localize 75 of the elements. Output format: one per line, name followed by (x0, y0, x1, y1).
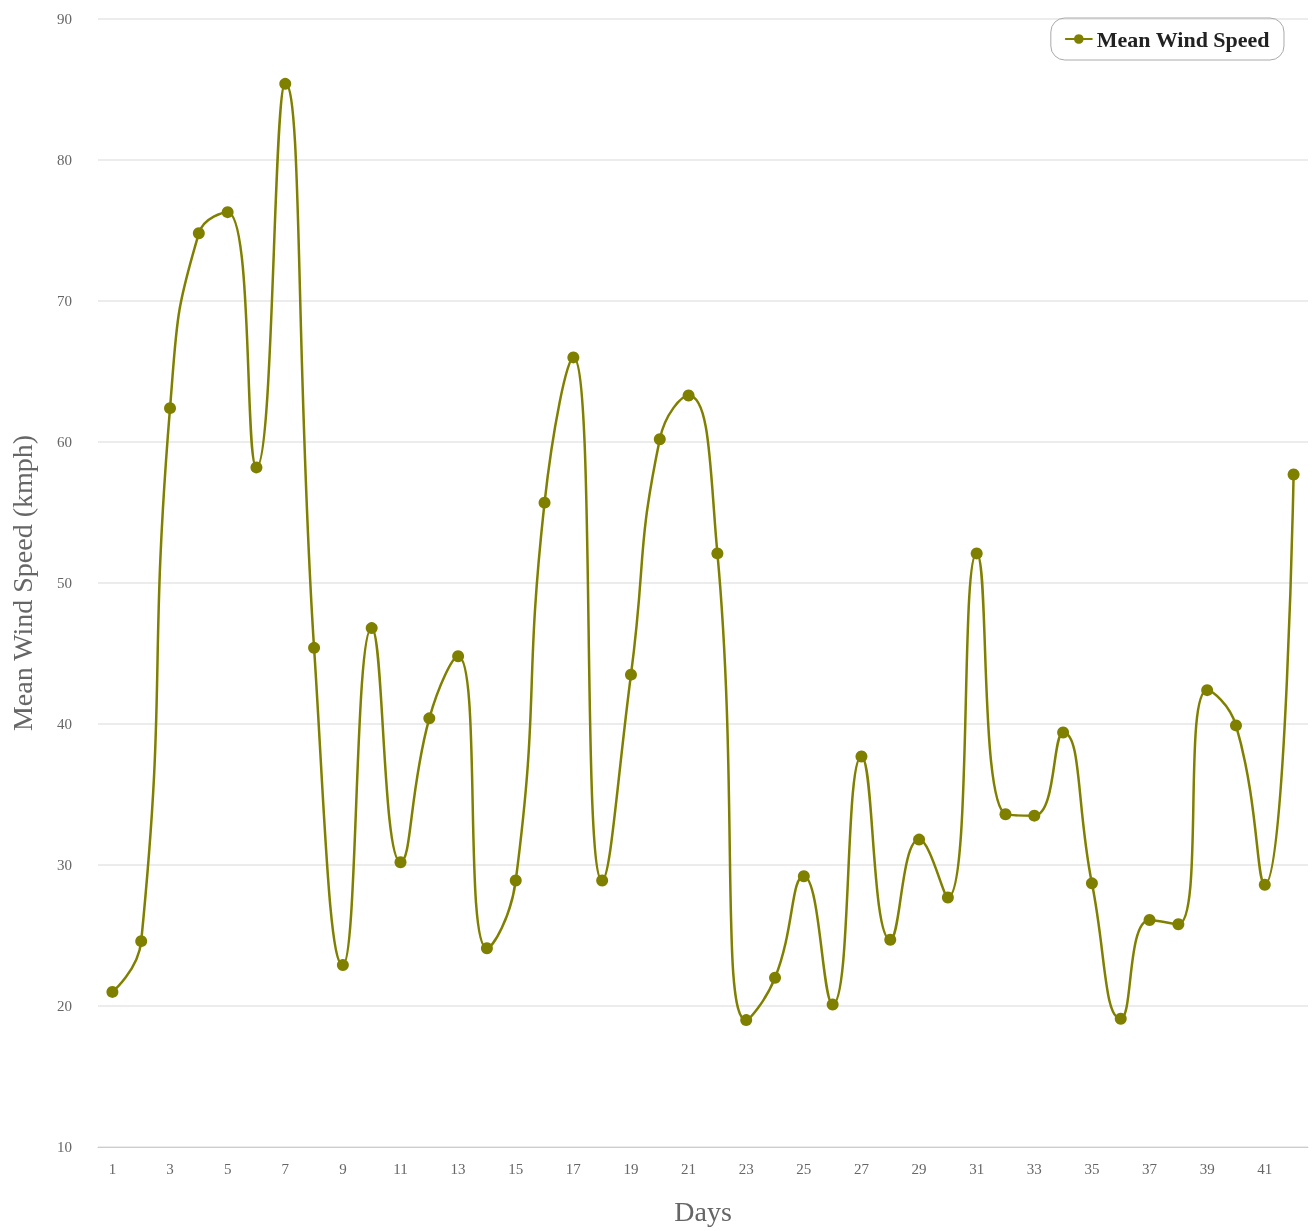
point (221, 206, 234, 219)
point (711, 547, 724, 560)
x-tick-label: 9 (339, 1160, 347, 1177)
x-tick-label: 31 (969, 1160, 985, 1177)
point (192, 227, 205, 240)
point (567, 351, 580, 364)
point (452, 650, 465, 663)
point (1172, 918, 1185, 931)
point (999, 808, 1012, 821)
y-tick-label: 70 (57, 293, 72, 309)
point (365, 622, 378, 635)
x-tick-label: 27 (853, 1160, 870, 1177)
x-tick-label: 29 (911, 1160, 927, 1177)
point (1201, 684, 1214, 697)
x-tick-label: 33 (1026, 1160, 1042, 1177)
point (1287, 468, 1300, 481)
point (336, 959, 349, 972)
point (394, 856, 407, 869)
point (250, 461, 263, 474)
x-tick-label: 5 (223, 1160, 232, 1177)
point (970, 547, 983, 560)
x-tick-label: 21 (681, 1160, 697, 1177)
legend-label: Mean Wind Speed (1096, 26, 1270, 52)
point (164, 402, 177, 415)
x-tick-label: 25 (796, 1160, 812, 1177)
point (740, 1014, 753, 1027)
point (1143, 913, 1156, 926)
point (1057, 726, 1070, 739)
x-tick-label: 7 (281, 1160, 290, 1177)
point (135, 935, 148, 948)
point (855, 750, 868, 763)
x-tick-label: 23 (738, 1160, 754, 1177)
y-axis-title: Mean Wind Speed (kmph) (6, 434, 38, 732)
y-tick-label: 90 (57, 11, 72, 27)
y-tick-label: 60 (57, 434, 72, 450)
point (1229, 719, 1242, 732)
point (797, 870, 810, 883)
point (941, 891, 954, 904)
point (279, 77, 292, 90)
x-tick-label: 39 (1199, 1160, 1215, 1177)
x-tick-label: 3 (166, 1160, 174, 1177)
point (596, 874, 609, 887)
x-tick-label: 35 (1084, 1160, 1100, 1177)
x-tick-label: 19 (623, 1160, 639, 1177)
point (106, 985, 119, 998)
point (769, 971, 782, 984)
y-tick-label: 50 (57, 575, 72, 591)
point (913, 833, 926, 846)
point (682, 389, 695, 402)
point (1258, 878, 1271, 891)
x-tick-label: 1 (108, 1160, 117, 1177)
x-tick-label: 41 (1257, 1160, 1273, 1177)
point (624, 668, 637, 681)
y-tick-label: 30 (57, 857, 72, 873)
point (538, 496, 551, 509)
y-tick-label: 40 (57, 716, 72, 732)
y-tick-label: 80 (57, 152, 72, 168)
x-tick-label: 11 (393, 1160, 408, 1177)
point (884, 933, 897, 946)
point (308, 641, 321, 654)
x-tick-label: 13 (450, 1160, 466, 1177)
point (480, 942, 493, 955)
point (1028, 809, 1041, 822)
point (1085, 877, 1098, 890)
point (423, 712, 436, 725)
x-tick-label: 37 (1142, 1160, 1158, 1177)
point (509, 874, 522, 887)
point (653, 433, 666, 446)
x-axis-title: Days (674, 1195, 732, 1227)
point (826, 998, 839, 1011)
y-tick-label: 20 (57, 998, 72, 1014)
x-tick-label: 15 (508, 1160, 524, 1177)
x-tick-label: 17 (565, 1160, 582, 1177)
y-tick-label: 10 (57, 1139, 72, 1155)
point (1114, 1012, 1127, 1025)
